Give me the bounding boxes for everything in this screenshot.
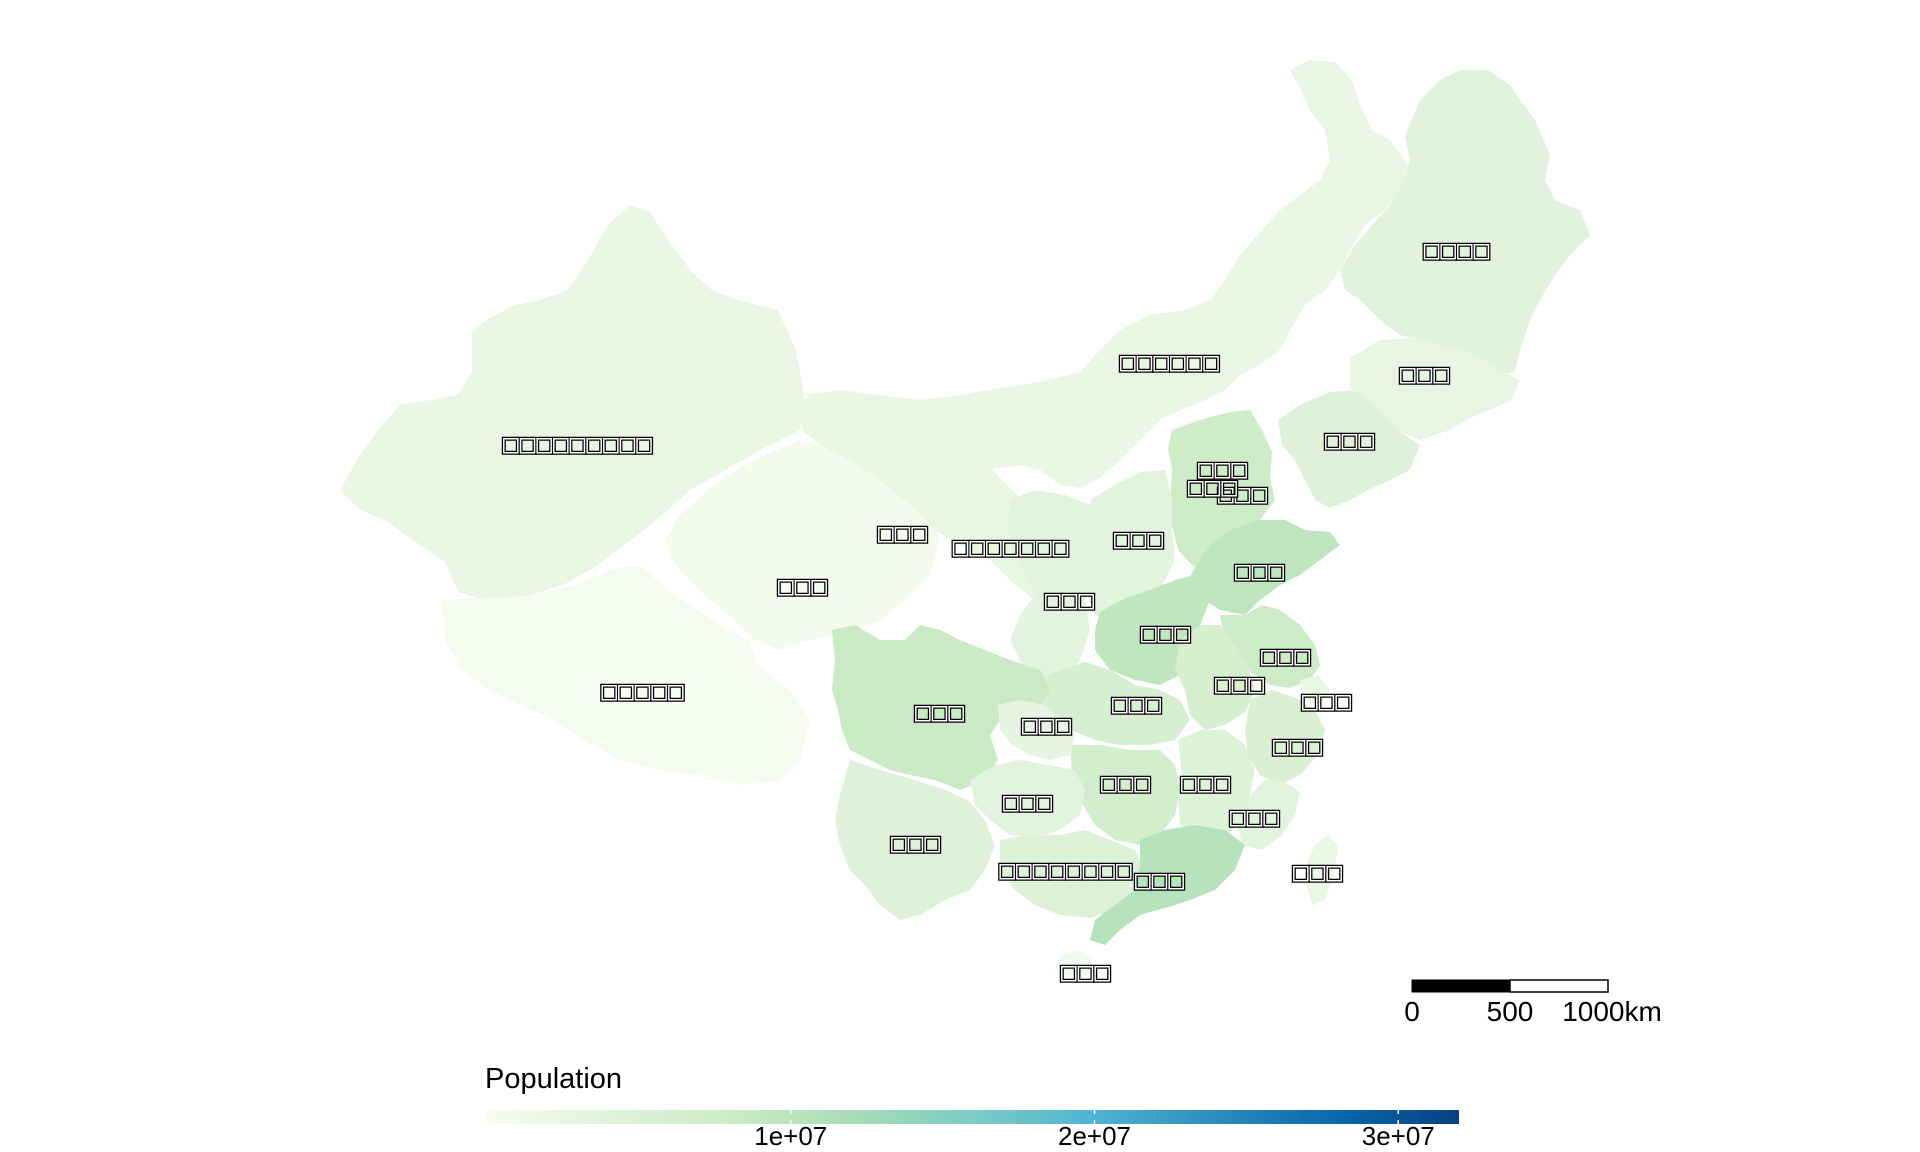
legend-ticks: 1e+07 2e+07 3e+07 bbox=[754, 1110, 1435, 1151]
label-qinghai: □□□ bbox=[778, 572, 828, 602]
region-chongqing bbox=[998, 700, 1075, 760]
legend-title: Population bbox=[485, 1063, 622, 1095]
label-shanxi: □□□ bbox=[1114, 525, 1164, 555]
region-yunnan bbox=[835, 760, 995, 920]
legend-tick-label: 1e+07 bbox=[754, 1121, 827, 1151]
region-xinjiang bbox=[340, 205, 804, 603]
region-anhui bbox=[1175, 625, 1255, 730]
region-sichuan bbox=[832, 625, 1050, 790]
label-shaanxi: □□□ bbox=[1045, 586, 1095, 616]
region-jilin bbox=[1350, 338, 1520, 440]
label-hebei: □□□ bbox=[1188, 473, 1238, 503]
label-inner-mongolia: □□□□□□ bbox=[1120, 348, 1220, 378]
color-legend: Population 1e+07 2e+07 3e+07 bbox=[485, 1063, 1459, 1151]
region-hubei bbox=[1038, 662, 1190, 745]
region-taiwan bbox=[1305, 835, 1338, 905]
region-guangdong bbox=[1090, 825, 1245, 945]
label-fujian: □□□ bbox=[1230, 803, 1280, 833]
region-hunan bbox=[1070, 745, 1180, 845]
label-yunnan: □□□ bbox=[891, 829, 941, 859]
region-fujian bbox=[1238, 780, 1300, 850]
label-liaoning: □□□ bbox=[1325, 426, 1375, 456]
label-tianjin: □□□ bbox=[1218, 480, 1268, 510]
label-tibet: □□□□□ bbox=[601, 677, 684, 707]
label-heilongjiang: □□□□ bbox=[1424, 236, 1491, 266]
scale-label-500: 500 bbox=[1487, 996, 1534, 1027]
region-shandong bbox=[1185, 520, 1340, 615]
label-zhejiang: □□□ bbox=[1273, 732, 1323, 762]
province-regions bbox=[340, 60, 1590, 982]
region-liaoning bbox=[1278, 390, 1420, 508]
region-guizhou bbox=[970, 760, 1085, 838]
label-chongqing: □□□ bbox=[1022, 711, 1072, 741]
label-taiwan: □□□ bbox=[1293, 858, 1343, 888]
label-guangxi: □□□□□□□□ bbox=[999, 856, 1132, 886]
label-xinjiang: □□□□□□□□□ bbox=[503, 430, 653, 460]
label-beijing: □□□ bbox=[1198, 455, 1248, 485]
label-jiangsu: □□□ bbox=[1261, 642, 1311, 672]
label-sichuan: □□□ bbox=[915, 698, 965, 728]
legend-tick-label: 2e+07 bbox=[1058, 1121, 1131, 1151]
legend-tick-label: 3e+07 bbox=[1362, 1121, 1435, 1151]
label-guangdong: □□□ bbox=[1135, 866, 1185, 896]
label-henan: □□□ bbox=[1141, 619, 1191, 649]
scale-label-1000km: 1000km bbox=[1562, 996, 1662, 1027]
label-anhui: □□□ bbox=[1215, 670, 1265, 700]
scale-label-0: 0 bbox=[1404, 996, 1420, 1027]
label-jilin: □□□ bbox=[1400, 360, 1450, 390]
label-jiangxi: □□□ bbox=[1181, 769, 1231, 799]
region-qinghai bbox=[665, 440, 940, 650]
region-zhejiang bbox=[1245, 690, 1325, 785]
region-shanxi bbox=[1085, 470, 1175, 625]
label-ningxia: □□□□□□□ bbox=[953, 533, 1070, 563]
legend-colorbar bbox=[487, 1110, 1459, 1124]
label-shanghai: □□□ bbox=[1302, 687, 1352, 717]
label-shandong: □□□ bbox=[1235, 557, 1285, 587]
scale-bar: 0 500 1000km bbox=[1404, 979, 1662, 1027]
label-hubei: □□□ bbox=[1112, 690, 1162, 720]
region-hainan bbox=[1055, 950, 1092, 982]
region-guangxi bbox=[1000, 830, 1145, 918]
label-guizhou: □□□ bbox=[1003, 788, 1053, 818]
region-jiangsu bbox=[1220, 605, 1320, 688]
label-hainan: □□□ bbox=[1061, 958, 1111, 988]
region-shaanxi bbox=[1008, 490, 1090, 685]
label-hunan: □□□ bbox=[1101, 769, 1151, 799]
region-heilongjiang bbox=[1340, 70, 1590, 375]
region-shanghai bbox=[1300, 675, 1330, 705]
region-jiangxi bbox=[1178, 730, 1255, 840]
scale-bar-white-segment bbox=[1509, 979, 1609, 993]
scale-bar-black-segment bbox=[1411, 979, 1511, 993]
region-gansu bbox=[800, 395, 1070, 610]
region-inner-mongolia bbox=[805, 60, 1408, 488]
region-tibet bbox=[442, 565, 810, 785]
label-gansu: □□□ bbox=[878, 519, 928, 549]
province-labels: □□□□□□□□□ □□□□□ □□□ □□□ □□□□□□□ □□□□□□ □… bbox=[502, 234, 1491, 989]
